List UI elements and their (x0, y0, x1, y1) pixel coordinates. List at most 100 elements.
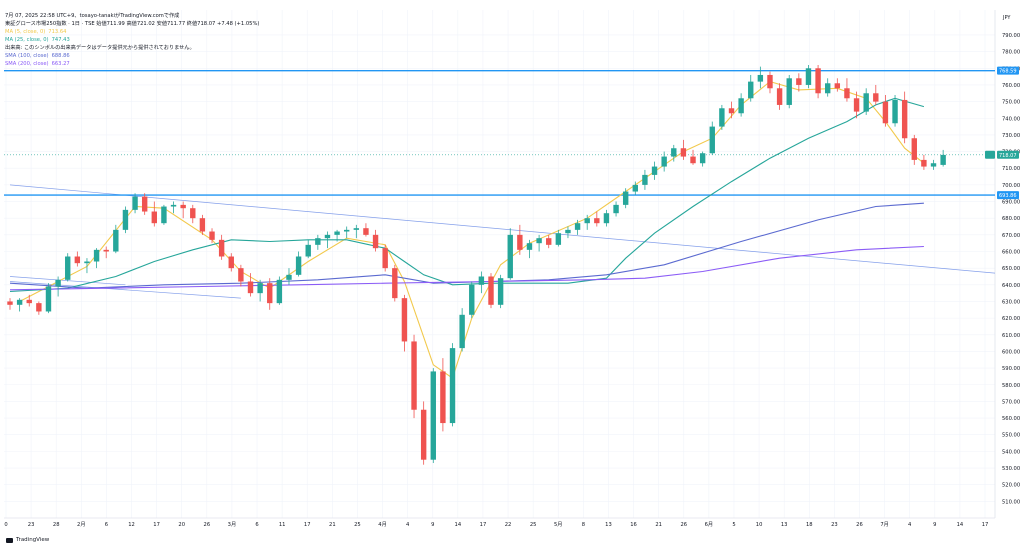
candle-body[interactable] (45, 286, 52, 312)
candle-body[interactable] (661, 156, 667, 167)
candle-body[interactable] (815, 68, 821, 94)
candle-body[interactable] (719, 108, 725, 127)
candle-body[interactable] (757, 74, 764, 82)
tradingview-logo[interactable]: TradingView (6, 537, 49, 543)
candle-body[interactable] (180, 204, 186, 209)
candle-body[interactable] (786, 78, 792, 105)
candle-body[interactable] (113, 229, 119, 252)
candle-body[interactable] (161, 206, 167, 224)
candle-body[interactable] (796, 78, 802, 85)
candle-body[interactable] (594, 218, 600, 224)
candle-body[interactable] (478, 276, 485, 285)
candle-body[interactable] (55, 279, 61, 287)
indicator-sma100[interactable]: SMA (100, close) 688.86 (5, 52, 259, 60)
candle-body[interactable] (921, 159, 927, 167)
candle-body[interactable] (401, 298, 408, 342)
candle-body[interactable] (825, 83, 831, 94)
candle-body[interactable] (315, 238, 321, 245)
candle-body[interactable] (170, 204, 177, 207)
candle-body[interactable] (671, 148, 677, 157)
indicator-volume[interactable]: 出来高: このシンボルの出来高データはデータ提供元から提供されておりません。 (5, 44, 259, 52)
ma-line[interactable] (9, 202, 924, 289)
candle-body[interactable] (469, 284, 475, 315)
ma-line[interactable] (9, 245, 924, 291)
candle-body[interactable] (344, 229, 350, 232)
candle-body[interactable] (584, 218, 590, 224)
candle-body[interactable] (420, 409, 427, 460)
candle-body[interactable] (863, 93, 869, 112)
candle-body[interactable] (334, 231, 340, 235)
candle-body[interactable] (497, 278, 504, 305)
candle-body[interactable] (372, 234, 379, 249)
candle-body[interactable] (507, 234, 513, 279)
candle-body[interactable] (565, 229, 571, 234)
candle-body[interactable] (555, 233, 562, 245)
candle-body[interactable] (190, 208, 196, 219)
candle-body[interactable] (74, 256, 81, 264)
candle-body[interactable] (613, 204, 619, 214)
candle-body[interactable] (16, 299, 23, 305)
candle-body[interactable] (247, 281, 254, 294)
candle-body[interactable] (392, 268, 398, 299)
candle-body[interactable] (26, 299, 32, 304)
candle-body[interactable] (440, 371, 446, 424)
candle-body[interactable] (65, 256, 71, 280)
candle-body[interactable] (690, 156, 696, 164)
candle-body[interactable] (517, 234, 523, 250)
candle-body[interactable] (526, 243, 533, 250)
candle-body[interactable] (305, 244, 311, 257)
candle-body[interactable] (382, 248, 388, 269)
candle-body[interactable] (853, 98, 860, 112)
candle-body[interactable] (574, 223, 581, 230)
candle-body[interactable] (267, 283, 273, 304)
candle-body[interactable] (536, 238, 542, 244)
candle-body[interactable] (632, 184, 638, 192)
indicator-ma5[interactable]: MA (5, close, 0) 713.64 (5, 28, 259, 36)
candle-body[interactable] (430, 371, 436, 460)
candle-body[interactable] (834, 83, 841, 89)
candle-body[interactable] (738, 98, 744, 114)
candle-body[interactable] (546, 238, 552, 245)
candle-body[interactable] (141, 196, 148, 212)
candle-body[interactable] (199, 218, 206, 232)
candle-body[interactable] (603, 213, 610, 224)
candle-body[interactable] (844, 88, 850, 99)
candle-body[interactable] (257, 283, 263, 294)
candle-body[interactable] (93, 249, 100, 262)
candle-body[interactable] (132, 196, 138, 210)
candle-body[interactable] (911, 138, 917, 160)
candle-body[interactable] (286, 274, 292, 280)
candle-body[interactable] (363, 228, 369, 235)
candle-body[interactable] (84, 261, 90, 264)
candle-body[interactable] (36, 303, 42, 312)
candle-body[interactable] (295, 256, 302, 275)
candle-body[interactable] (767, 74, 773, 89)
indicator-sma200[interactable]: SMA (200, close) 663.27 (5, 60, 259, 68)
candle-body[interactable] (892, 99, 898, 124)
candle-body[interactable] (228, 256, 234, 269)
ma-line[interactable] (19, 80, 925, 379)
candle-body[interactable] (709, 126, 715, 154)
candle-body[interactable] (940, 154, 946, 165)
candle-body[interactable] (7, 301, 13, 305)
trend-line[interactable] (9, 184, 996, 274)
candle-body[interactable] (459, 314, 465, 349)
candle-body[interactable] (930, 163, 937, 167)
candle-body[interactable] (642, 174, 648, 185)
candle-body[interactable] (353, 228, 360, 230)
candle-body[interactable] (728, 108, 735, 114)
candle-body[interactable] (699, 153, 706, 164)
candle-body[interactable] (651, 166, 658, 175)
candle-body[interactable] (748, 81, 754, 99)
candle-body[interactable] (209, 231, 215, 240)
candle-body[interactable] (411, 341, 417, 410)
candle-body[interactable] (449, 348, 456, 424)
candle-body[interactable] (873, 93, 879, 102)
candle-body[interactable] (276, 279, 283, 304)
indicator-ma25[interactable]: MA (25, close, 0) 747.43 (5, 36, 259, 44)
candle-body[interactable] (103, 249, 109, 252)
candle-body[interactable] (901, 99, 908, 139)
candle-body[interactable] (151, 211, 157, 224)
candle-body[interactable] (488, 276, 494, 305)
